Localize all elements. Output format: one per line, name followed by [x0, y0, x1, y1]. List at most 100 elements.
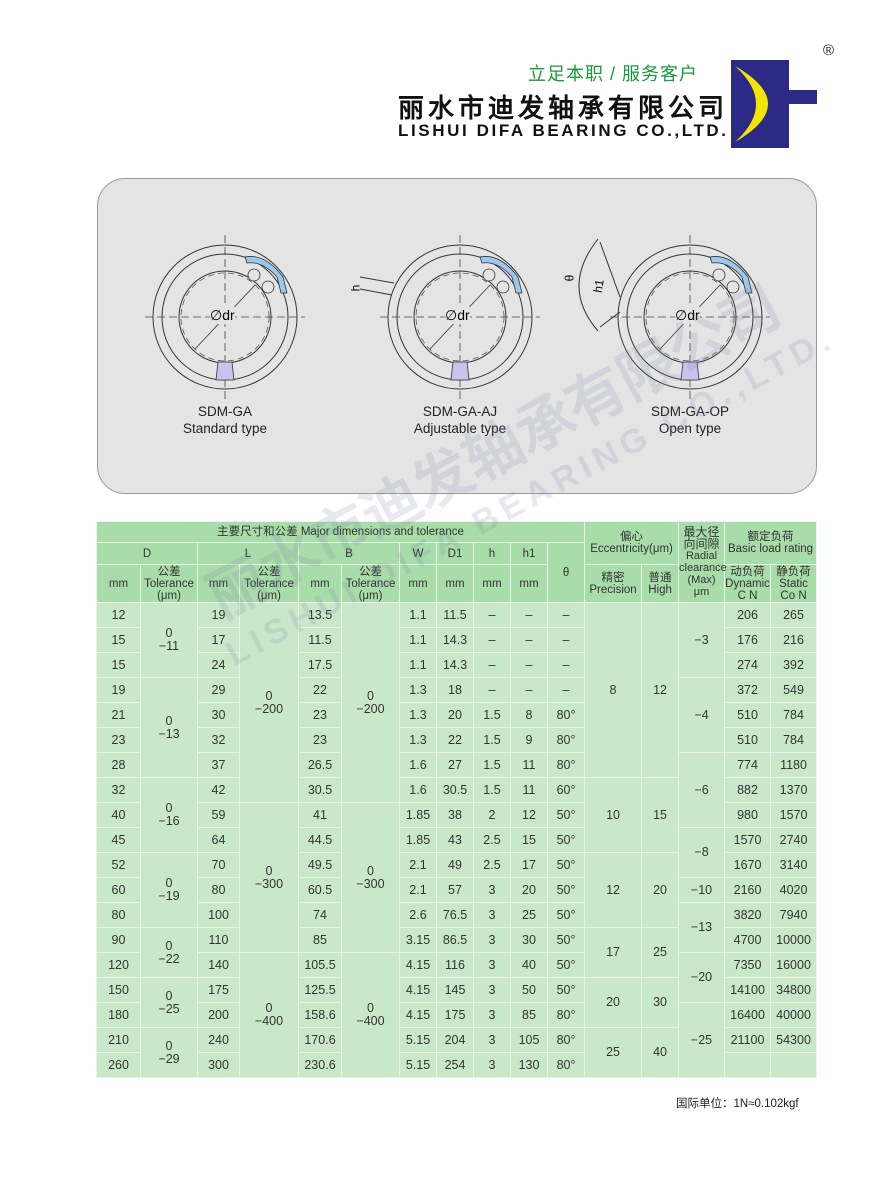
B-mm-cell: 170.6	[298, 1027, 342, 1053]
static-load-cell: 54300	[770, 1027, 818, 1053]
W-cell: 1.3	[399, 727, 437, 753]
L-tolerance-cell: 0 −200	[239, 602, 299, 803]
dynamic-load-cell	[724, 1052, 772, 1078]
D-mm-cell: 90	[96, 927, 141, 953]
theta-cell: 50°	[546, 827, 586, 853]
high-cell: 30	[641, 977, 680, 1028]
h1-cell: –	[510, 627, 548, 653]
dynamic-load-cell: 16400	[724, 1002, 772, 1028]
h1-cell: 12	[510, 802, 548, 828]
L-mm-cell: 140	[197, 952, 240, 978]
W-cell: 1.1	[399, 602, 437, 628]
theta-cell: 80°	[546, 702, 586, 728]
df-logo-icon	[731, 60, 817, 148]
theta-cell: 50°	[546, 952, 586, 978]
h-cell: –	[473, 677, 511, 703]
D-mm-cell: 15	[96, 627, 141, 653]
B-mm-cell: 74	[298, 902, 342, 928]
h1-cell: –	[510, 677, 548, 703]
h1-cell: 20	[510, 877, 548, 903]
D1-cell: 14.3	[436, 652, 474, 678]
W-cell: 5.15	[399, 1052, 437, 1078]
B-mm-cell: 230.6	[298, 1052, 342, 1078]
table-row: 28 37 26.5 1.6 27 1.5 11 80° −6 774 1180	[96, 752, 818, 828]
D-mm-cell: 180	[96, 1002, 141, 1028]
h-cell: 3	[473, 1002, 511, 1028]
precision-cell: 10	[584, 777, 643, 853]
h-cell: 1.5	[473, 727, 511, 753]
W-cell: 1.1	[399, 627, 437, 653]
table-row: 12 0 −11 19 0 −200 13.5 0 −200 1.1 11.5– – –8 12 −3 206…	[96, 602, 818, 803]
table-row: 23 32 23 1.3 22 1.5 9 80° 510 784	[96, 727, 818, 753]
high-cell: 12	[641, 602, 680, 778]
static-load-cell: 1370	[770, 777, 818, 803]
high-header: 普通 High	[641, 564, 680, 603]
L-header: L	[197, 542, 299, 565]
D1-cell: 116	[436, 952, 474, 978]
table-row: 60 80 60.5 2.1 57 3 20 50° −10 2160 4020	[96, 877, 818, 903]
dynamic-load-cell: 1570	[724, 827, 772, 853]
static-load-cell: 3140	[770, 852, 818, 878]
static-load-cell: 7940	[770, 902, 818, 928]
B-mm-cell: 22	[298, 677, 342, 703]
L-mm-cell: 70	[197, 852, 240, 878]
dynamic-header: 动负荷 Dynamic C N	[724, 564, 772, 603]
static-load-cell: 549	[770, 677, 818, 703]
precision-cell: 8	[584, 602, 643, 778]
precision-cell: 20	[584, 977, 643, 1028]
D-tolerance-cell: 0 −16	[140, 777, 198, 853]
D1-cell: 30.5	[436, 777, 474, 803]
unit-footnote: 国际单位：1N≈0.102kgf	[676, 1098, 799, 1110]
D1-cell: 175	[436, 1002, 474, 1028]
W-cell: 4.15	[399, 1002, 437, 1028]
dynamic-load-cell: 7350	[724, 952, 772, 978]
D-mm-cell: 40	[96, 802, 141, 828]
h-cell: 1.5	[473, 752, 511, 778]
B-mm: mm	[298, 564, 342, 603]
eccentricity-header: 偏心 Eccentricity(μm)	[584, 521, 680, 565]
B-mm-cell: 26.5	[298, 752, 342, 778]
precision-header: 精密 Precision	[584, 564, 643, 603]
h-mm: mm	[473, 564, 511, 603]
W-header: W	[399, 542, 437, 565]
D-mm: mm	[96, 564, 141, 603]
L-mm-cell: 17	[197, 627, 240, 653]
W-cell: 2.1	[399, 852, 437, 878]
D-tolerance-cell: 0 −13	[140, 677, 198, 778]
h-cell: –	[473, 652, 511, 678]
D1-cell: 14.3	[436, 627, 474, 653]
table-row: 52 0 −19 70 49.5 2.1 49 2.5 17 50° 12 20 1670 3140	[96, 852, 818, 928]
static-load-cell: 2740	[770, 827, 818, 853]
D-mm-cell: 21	[96, 702, 141, 728]
static-load-cell	[770, 1052, 818, 1078]
static-load-cell: 10000	[770, 927, 818, 953]
dr-label-1: ∅dr	[210, 307, 235, 324]
D-mm-cell: 32	[96, 777, 141, 803]
B-mm-cell: 23	[298, 702, 342, 728]
registered-mark: ®	[823, 42, 835, 59]
D-mm-cell: 23	[96, 727, 141, 753]
D1-cell: 254	[436, 1052, 474, 1078]
h1-cell: 15	[510, 827, 548, 853]
table-row: 80 100 74 2.6 76.5 3 25 50° −13 3820 7940	[96, 902, 818, 953]
theta-cell: 50°	[546, 877, 586, 903]
dr-label-3: ∅dr	[675, 307, 700, 324]
dynamic-load-cell: 274	[724, 652, 772, 678]
L-mm-cell: 42	[197, 777, 240, 803]
h-label: h	[348, 284, 363, 292]
h-cell: 1.5	[473, 702, 511, 728]
W-cell: 1.3	[399, 677, 437, 703]
D1-cell: 11.5	[436, 602, 474, 628]
h1-cell: 25	[510, 902, 548, 928]
D-tolerance-cell: 0 −22	[140, 927, 198, 978]
L-mm-cell: 32	[197, 727, 240, 753]
D1-cell: 86.5	[436, 927, 474, 953]
D1-cell: 145	[436, 977, 474, 1003]
h-cell: 3	[473, 977, 511, 1003]
theta-cell: 50°	[546, 927, 586, 953]
B-mm-cell: 125.5	[298, 977, 342, 1003]
theta-cell: 80°	[546, 752, 586, 778]
theta-label: θ	[562, 274, 577, 282]
dynamic-load-cell: 510	[724, 727, 772, 753]
h-cell: 3	[473, 927, 511, 953]
